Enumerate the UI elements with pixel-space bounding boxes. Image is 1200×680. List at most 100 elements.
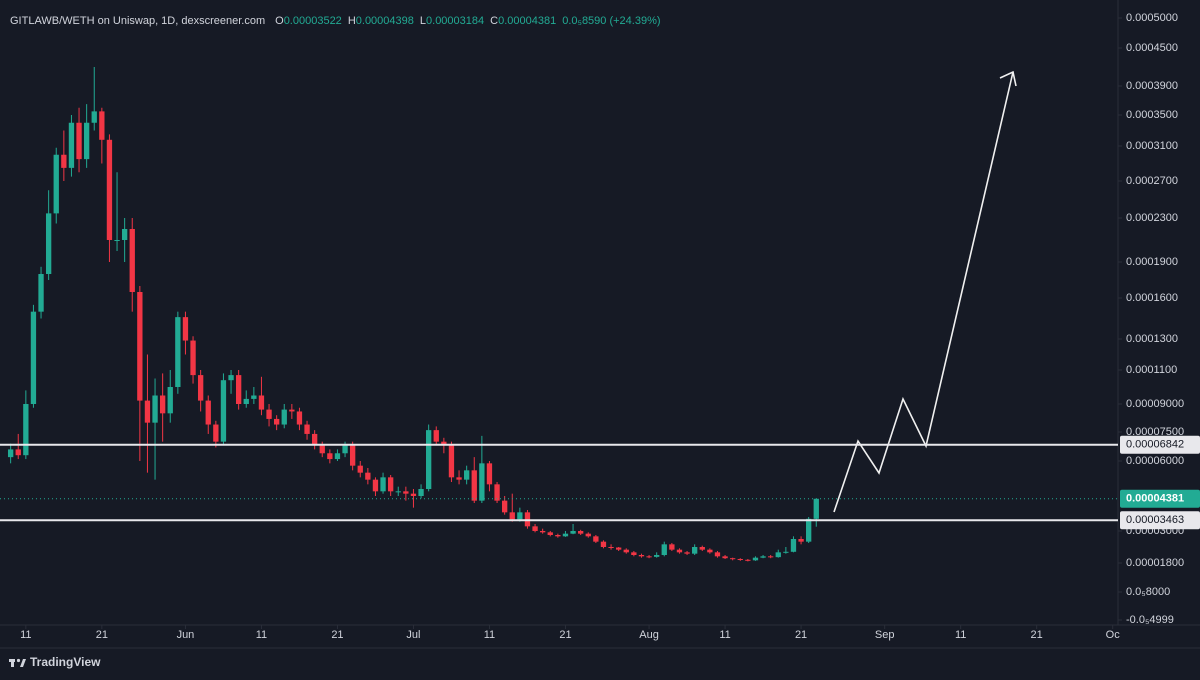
candle-body — [23, 404, 29, 456]
candle-body — [790, 539, 797, 552]
y-tick-label: 0.0003900 — [1126, 80, 1178, 92]
candle-body — [509, 512, 515, 520]
candle-body — [684, 552, 690, 554]
candle-body — [600, 541, 607, 547]
candle-body — [129, 229, 135, 292]
candle-body — [631, 552, 637, 555]
candle-body — [53, 154, 59, 214]
candle-body — [152, 395, 158, 423]
candle-body — [380, 477, 386, 492]
candle-body — [311, 433, 318, 446]
candle-body — [182, 317, 189, 341]
legend-text: 0.00003522 — [284, 15, 342, 27]
candle-body — [532, 526, 538, 531]
x-tick-label: 21 — [795, 629, 807, 641]
candle-body — [220, 380, 227, 442]
candle-body — [403, 491, 409, 494]
y-tick-label: 0.0₅8000 — [1126, 586, 1170, 598]
candle-body — [410, 493, 417, 496]
candle-body — [585, 533, 591, 537]
candle-body — [608, 547, 614, 548]
candle-body — [448, 445, 455, 478]
candle-body — [471, 470, 477, 501]
candle-body — [676, 549, 683, 553]
level-label: 0.00006842 — [1126, 439, 1184, 451]
candle-body — [494, 484, 500, 501]
candle-body — [798, 539, 804, 542]
candle-body — [334, 453, 341, 460]
y-tick-label: 0.0002700 — [1126, 175, 1178, 187]
candle-body — [433, 430, 439, 442]
projection-drawing[interactable] — [833, 71, 1014, 513]
candle-body — [76, 122, 82, 160]
last-price-label: 0.00004381 — [1126, 493, 1184, 505]
x-tick-label: 21 — [1031, 629, 1043, 641]
candle-body — [463, 470, 470, 480]
candle-body — [661, 544, 667, 555]
candle-body — [266, 409, 272, 419]
y-tick-label: 0.0004500 — [1126, 42, 1178, 54]
projection-arrowhead[interactable] — [999, 70, 1017, 87]
candle-body — [669, 544, 675, 550]
candle-body — [273, 418, 280, 425]
candle-body — [45, 213, 52, 274]
candle-body — [289, 409, 295, 412]
candle-body — [114, 240, 120, 241]
candle-body — [213, 424, 219, 442]
x-tick-label: Oc — [1106, 629, 1121, 641]
y-tick-label: 0.0005000 — [1126, 12, 1178, 24]
x-tick-label: 21 — [559, 629, 571, 641]
logo-mark — [16, 658, 21, 663]
x-tick-label: 21 — [331, 629, 343, 641]
candle-body — [395, 491, 401, 493]
candle-body — [692, 547, 698, 554]
watermark: TradingView — [30, 655, 101, 669]
candle-body — [813, 498, 819, 519]
candle-body — [365, 472, 371, 480]
x-tick-label: 11 — [20, 629, 31, 641]
candle-body — [144, 400, 151, 423]
x-tick-label: 11 — [719, 629, 730, 641]
y-tick-label: 0.0001600 — [1126, 292, 1178, 304]
candle-body — [243, 398, 249, 404]
logo-mark — [11, 659, 14, 667]
tradingview-logo[interactable]: TradingView — [9, 655, 101, 669]
y-tick-label: 0.0001900 — [1126, 256, 1178, 268]
candle-body — [342, 445, 348, 454]
candle-body — [38, 274, 44, 312]
logo-mark — [20, 659, 26, 667]
candle-body — [68, 122, 75, 168]
candle-body — [578, 531, 584, 534]
candle-body — [745, 559, 751, 561]
candle-body — [486, 463, 493, 485]
y-tick-label: -0.0₅4999 — [1126, 614, 1174, 626]
candle-body — [319, 445, 325, 454]
legend-text: GITLAWB/WETH on Uniswap, 1D, dexscreener… — [10, 15, 265, 27]
candle-body — [570, 531, 576, 534]
x-tick-label: 21 — [96, 629, 108, 641]
legend-header: GITLAWB/WETH on Uniswap, 1D, dexscreener… — [10, 15, 661, 27]
legend-text: O — [275, 15, 284, 27]
candle-body — [251, 395, 257, 399]
candle-body — [555, 535, 561, 537]
candle-body — [517, 512, 523, 520]
x-tick-label: Jun — [177, 629, 195, 641]
legend-text: 0.00003184 — [426, 15, 484, 27]
x-tick-label: Sep — [875, 629, 895, 641]
x-tick-label: 11 — [955, 629, 966, 641]
candle-body — [806, 518, 812, 542]
candle-body — [137, 292, 143, 401]
candle-body — [258, 395, 265, 410]
candle-body — [30, 311, 37, 404]
legend-text: 0.00004398 — [356, 15, 414, 27]
candle-body — [638, 555, 645, 557]
candle-body — [501, 500, 508, 513]
candle-body — [441, 441, 447, 446]
y-tick-label: 0.0003500 — [1126, 109, 1178, 121]
candle-body — [646, 556, 652, 558]
candle-body — [296, 411, 303, 425]
candle-body — [235, 375, 242, 404]
